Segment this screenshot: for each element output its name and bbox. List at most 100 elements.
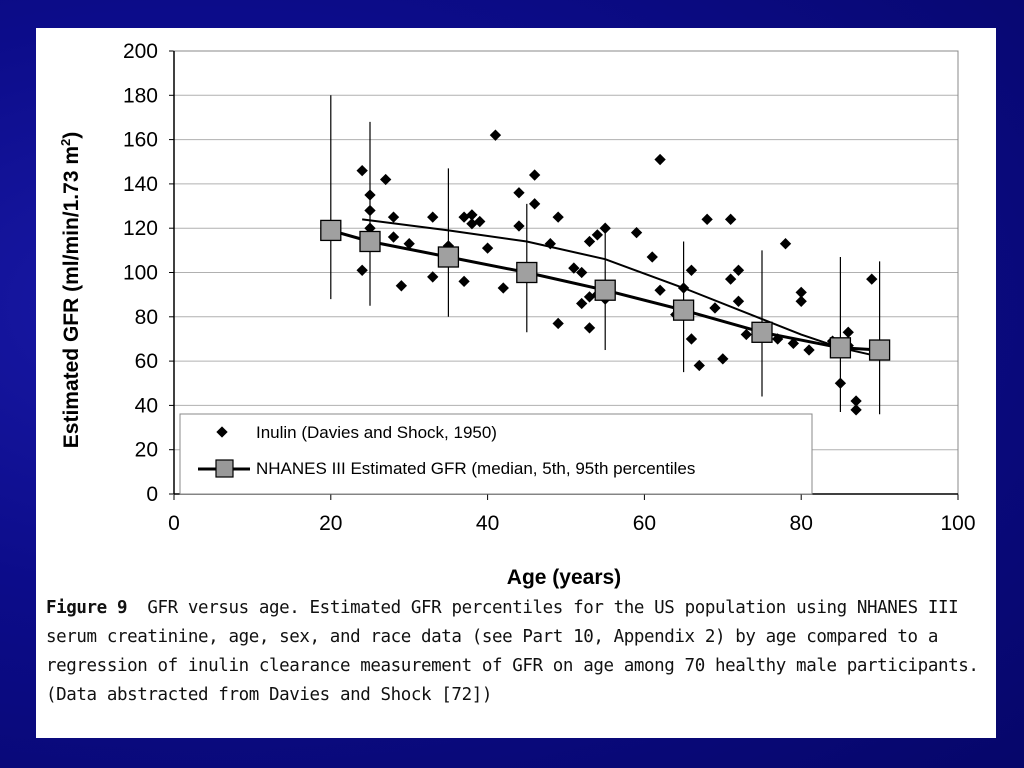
inulin-point (677, 282, 690, 294)
inulin-point (724, 273, 737, 285)
caption-label: Figure 9 (46, 598, 128, 618)
inulin-point (646, 251, 658, 263)
inulin-point (387, 211, 400, 223)
inulin-point (732, 264, 745, 276)
y-tick-label-20: 20 (135, 439, 158, 462)
inulin-point (481, 242, 494, 254)
inulin-point (513, 220, 525, 232)
inulin-point (772, 333, 784, 345)
y-axis-label-close: ) (60, 132, 83, 139)
x-tick-label-0: 0 (168, 512, 180, 535)
x-axis-label: Age (years) (507, 566, 621, 589)
inulin-point (568, 262, 580, 274)
inulin-point (724, 213, 737, 225)
inulin-point (474, 215, 486, 228)
inulin-point (583, 235, 596, 248)
x-tick-label-20: 20 (319, 512, 342, 535)
inulin-point (458, 275, 470, 288)
gfr-chart: 0 20 40 60 80 100 120 140 160 180 200 0 20 40 60 80 100… (58, 40, 976, 589)
inulin-point (356, 164, 368, 177)
x-tick-label-80: 80 (790, 512, 813, 535)
y-tick-label-80: 80 (135, 306, 158, 329)
nhanes-markers (320, 219, 891, 361)
legend-label-inulin: Inulin (Davies and Shock, 1950) (256, 423, 497, 442)
inulin-point (850, 404, 862, 416)
inulin-point (576, 297, 588, 310)
y-tick-label-0: 0 (146, 483, 158, 506)
inulin-point (364, 204, 376, 217)
inulin-point (779, 238, 792, 250)
inulin-point (528, 169, 541, 181)
inulin-point (685, 264, 698, 276)
inulin-point (701, 213, 713, 225)
inulin-point (803, 344, 815, 356)
inulin-point (403, 238, 415, 250)
x-tick-label-40: 40 (476, 512, 499, 535)
inulin-point (364, 189, 376, 201)
legend-square-icon (215, 459, 234, 478)
inulin-point (552, 317, 564, 330)
inulin-point (497, 282, 509, 294)
inulin-point (717, 353, 729, 365)
inulin-point (576, 266, 588, 279)
legend: Inulin (Davies and Shock, 1950) NHANES I… (179, 413, 813, 495)
inulin-point (583, 322, 596, 334)
inulin-point (850, 395, 862, 407)
y-tick-label-40: 40 (135, 394, 158, 417)
inulin-point (513, 187, 525, 199)
inulin-point (654, 153, 666, 166)
inulin-point (552, 211, 564, 223)
inulin-point (740, 328, 752, 341)
inulin-point (795, 295, 807, 307)
inulin-point (787, 337, 800, 350)
figure-panel: 0 20 40 60 80 100 120 140 160 180 200 0 20 40 60 80 100… (36, 28, 996, 738)
nhanes-median-marker-age-25 (359, 230, 381, 253)
y-tick-label-160: 160 (123, 129, 158, 152)
inulin-point (599, 222, 611, 234)
x-tick-labels: 0 20 40 60 80 100 (168, 512, 975, 535)
inulin-point (630, 226, 643, 239)
y-tick-label-140: 140 (123, 173, 158, 196)
nhanes-median-marker-age-35 (437, 246, 460, 268)
legend-label-nhanes: NHANES III Estimated GFR (median, 5th, 9… (256, 459, 695, 478)
y-tick-label-200: 200 (123, 40, 158, 63)
percentile-bars (330, 95, 881, 415)
inulin-point (387, 231, 400, 243)
x-tick-label-60: 60 (633, 512, 656, 535)
nhanes-median-marker-age-75 (751, 321, 773, 343)
y-axis-label-superscript: 2 (58, 139, 73, 146)
y-tick-label-120: 120 (123, 217, 158, 240)
inulin-point (834, 377, 847, 389)
x-tick-label-100: 100 (940, 512, 975, 535)
inulin-point (427, 271, 439, 283)
y-axis-label: Estimated GFR (ml/min/1.73 m2) (58, 132, 83, 448)
nhanes-median-marker-age-90 (868, 339, 891, 361)
inulin-point (732, 295, 745, 307)
inulin-point (693, 359, 705, 372)
inulin-point (842, 326, 854, 338)
legend-diamond-icon (216, 426, 228, 438)
inulin-point (795, 286, 807, 299)
figure-caption: Figure 9 GFR versus age. Estimated GFR p… (46, 594, 991, 710)
caption-text: GFR versus age. Estimated GFR percentile… (46, 598, 979, 705)
y-tick-label-180: 180 (123, 84, 158, 107)
nhanes-median-marker-age-20 (320, 219, 342, 242)
inulin-point (544, 238, 556, 250)
y-tick-labels: 0 20 40 60 80 100 120 140 160 180 200 (123, 40, 158, 506)
legend-box (179, 413, 813, 495)
inulin-point (395, 280, 408, 292)
inulin-point (466, 209, 478, 221)
nhanes-median-marker-age-65 (672, 299, 695, 321)
inulin-point (380, 173, 392, 186)
inulin-point (356, 264, 368, 276)
nhanes-median-marker-age-55 (594, 279, 616, 301)
inulin-point (685, 333, 698, 345)
nhanes-median-marker-age-85 (829, 337, 852, 359)
y-tick-label-60: 60 (135, 350, 158, 373)
nhanes-median-marker-age-45 (516, 261, 538, 284)
inulin-point (709, 302, 721, 314)
y-tick-label-100: 100 (123, 262, 158, 285)
y-axis-label-main: Estimated GFR (ml/min/1.73 m (60, 146, 83, 448)
inulin-point (528, 198, 541, 210)
